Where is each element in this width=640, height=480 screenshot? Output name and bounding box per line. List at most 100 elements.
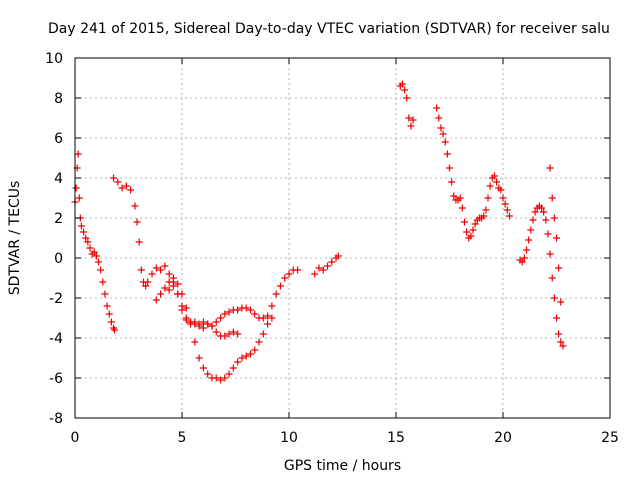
tick-labels: 0 5 10 15 20 25 -8 -6 -4 -2 0 2 4 6 8 10	[45, 51, 619, 446]
data-point	[242, 304, 250, 312]
data-point	[86, 244, 94, 252]
data-point	[324, 262, 332, 270]
data-point	[187, 320, 195, 328]
data-point	[448, 178, 456, 186]
data-point	[165, 278, 173, 286]
data-point	[221, 310, 229, 318]
data-point	[212, 374, 220, 382]
data-point	[74, 150, 82, 158]
data-point	[559, 342, 567, 350]
data-point	[182, 304, 190, 312]
data-point	[520, 254, 528, 262]
data-point	[107, 318, 115, 326]
data-point	[259, 330, 267, 338]
data-point	[546, 250, 554, 258]
data-point	[208, 322, 216, 330]
data-point	[311, 270, 319, 278]
data-point	[398, 80, 406, 88]
data-point	[281, 274, 289, 282]
data-point	[527, 226, 535, 234]
data-point	[178, 302, 186, 310]
data-point	[246, 350, 254, 358]
data-point	[499, 194, 507, 202]
series-pass-5	[311, 252, 342, 278]
data-point	[469, 226, 477, 234]
data-point	[82, 234, 90, 242]
x-tick-label: 0	[71, 430, 80, 446]
data-point	[480, 212, 488, 220]
y-tick-label: 2	[54, 211, 63, 227]
data-point	[443, 150, 451, 158]
series-pass-3	[152, 274, 276, 384]
data-point	[238, 354, 246, 362]
axis-ticks	[74, 57, 611, 419]
data-point	[493, 178, 501, 186]
data-point	[497, 186, 505, 194]
data-point	[334, 252, 342, 260]
data-point	[268, 314, 276, 322]
data-point	[525, 236, 533, 244]
data-point	[523, 246, 531, 254]
y-tick-label: 4	[54, 171, 63, 187]
data-point	[174, 290, 182, 298]
data-point	[72, 184, 80, 192]
data-point	[328, 258, 336, 266]
data-point	[225, 330, 233, 338]
data-point	[229, 364, 237, 372]
data-point	[482, 206, 490, 214]
data-point	[456, 194, 464, 202]
data-point	[463, 228, 471, 236]
grid	[75, 58, 610, 418]
data-point	[221, 332, 229, 340]
data-point	[518, 258, 526, 266]
data-point	[229, 328, 237, 336]
data-point	[169, 274, 177, 282]
data-point	[212, 318, 220, 326]
data-point	[251, 310, 259, 318]
data-point	[276, 282, 284, 290]
data-point	[557, 298, 565, 306]
data-point	[84, 238, 92, 246]
series-pass-4	[165, 282, 242, 340]
y-tick-label: -8	[49, 411, 63, 427]
data-point	[501, 200, 509, 208]
data-point	[234, 358, 242, 366]
data-point	[446, 164, 453, 172]
data-point	[114, 178, 122, 186]
data-point	[471, 220, 479, 228]
data-point	[490, 172, 498, 180]
data-point	[157, 290, 165, 298]
data-point	[555, 330, 563, 338]
data-point	[441, 138, 449, 146]
data-point	[204, 370, 212, 378]
data-point	[505, 212, 513, 220]
data-point	[439, 130, 447, 138]
y-tick-label: 0	[54, 251, 63, 267]
data-point	[111, 326, 119, 334]
data-point	[191, 338, 199, 346]
x-tick-label: 15	[387, 430, 405, 446]
data-point	[540, 208, 548, 216]
data-point	[433, 104, 441, 112]
data-point	[217, 376, 225, 384]
data-point	[550, 294, 558, 302]
series-pass-2	[110, 174, 302, 330]
data-point	[217, 314, 225, 322]
data-point	[195, 354, 203, 362]
data-point	[127, 186, 135, 194]
data-point	[484, 194, 492, 202]
data-point	[103, 302, 111, 310]
data-point	[133, 218, 141, 226]
y-tick-label: -4	[49, 331, 63, 347]
data-point	[195, 320, 203, 328]
data-point	[142, 282, 150, 290]
data-point	[531, 208, 539, 216]
data-point	[152, 264, 160, 272]
data-point	[157, 266, 165, 274]
data-point	[251, 346, 259, 354]
series-pass-9	[546, 164, 565, 306]
data-point	[407, 122, 415, 130]
data-point	[191, 318, 199, 326]
data-point	[80, 228, 88, 236]
